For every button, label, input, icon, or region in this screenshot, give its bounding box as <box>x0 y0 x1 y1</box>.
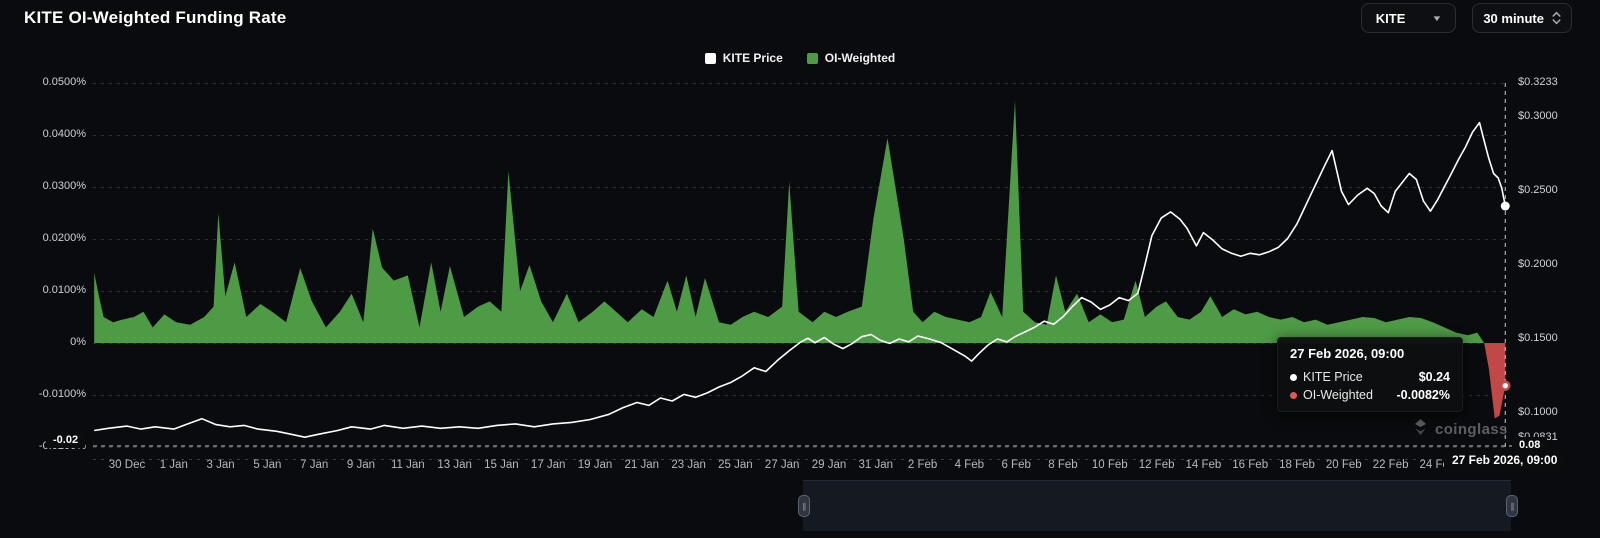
x-axis-label: 3 Jan <box>206 459 235 471</box>
x-axis-label: 21 Jan <box>624 459 660 471</box>
y-axis-left-label: 0.0100% <box>42 284 86 296</box>
chart-legend: KITE Price OI-Weighted <box>0 51 1600 65</box>
chevron-down-icon: ▼ <box>1431 13 1443 23</box>
tooltip-row-oi: OI-Weighted -0.0082% <box>1290 388 1450 402</box>
y-axis-left-label: 0.0400% <box>42 128 86 140</box>
y-axis-left-label: 0.0500% <box>42 76 86 88</box>
oi-weighted-dot-icon <box>1290 391 1297 399</box>
x-axis-label: 15 Jan <box>484 459 519 471</box>
y-axis-left-label: 0.0200% <box>42 232 86 244</box>
navigator-right-handle[interactable]: ∥ <box>1506 495 1519 517</box>
y-axis-right-label: $0.3000 <box>1518 110 1558 123</box>
oi-weighted-swatch <box>806 52 818 64</box>
x-axis-label: 29 Jan <box>811 459 847 471</box>
coinglass-logo-icon <box>1412 419 1429 440</box>
oi-weighted-legend-label: OI-Weighted <box>824 51 896 65</box>
range-navigator[interactable]: ∥ ∥ <box>0 480 1600 531</box>
x-axis-label: 16 Feb <box>1232 459 1269 471</box>
tooltip-price-value: $0.24 <box>1418 370 1450 384</box>
x-axis-label: 11 Jan <box>390 459 425 471</box>
y-axis-right-label: $0.1000 <box>1518 405 1558 418</box>
x-axis-label: 9 Jan <box>346 459 376 471</box>
x-axis-label: 18 Feb <box>1279 459 1315 471</box>
grip-icon: ∥ <box>802 501 807 511</box>
kite-price-legend-label: KITE Price <box>722 51 783 65</box>
kite-price-swatch <box>704 52 716 64</box>
x-axis-label: 7 Jan <box>300 459 329 471</box>
navigator-selection[interactable] <box>803 480 1512 531</box>
interval-stepper-icon <box>1552 11 1561 25</box>
x-axis-label: 22 Feb <box>1372 459 1409 471</box>
y-axis-left-label: 0.0300% <box>42 180 86 192</box>
x-axis-label: 1 Jan <box>159 459 188 471</box>
symbol-dropdown[interactable]: KITE ▼ <box>1360 3 1457 33</box>
watermark-text: coinglass <box>1435 421 1508 438</box>
x-axis-label: 31 Jan <box>858 459 894 471</box>
x-axis-label: 10 Feb <box>1091 459 1128 471</box>
x-axis-label: 27 Jan <box>764 459 800 471</box>
x-axis-label: 2 Feb <box>907 459 938 471</box>
navigator-left-handle[interactable]: ∥ <box>798 495 811 517</box>
tooltip-oi-value: -0.0082% <box>1396 388 1450 402</box>
x-axis-label: 23 Jan <box>671 459 706 471</box>
tooltip-row-price: KITE Price $0.24 <box>1290 370 1450 384</box>
y-axis-left-label: -0.0100% <box>38 388 86 400</box>
x-axis-label: 13 Jan <box>437 459 472 471</box>
x-axis-label: 8 Feb <box>1048 459 1078 471</box>
crosshair-right-value: 0.08 <box>1512 437 1548 453</box>
coinglass-watermark: coinglass <box>1412 419 1508 440</box>
grip-icon: ∥ <box>1510 501 1515 511</box>
tooltip-title: 27 Feb 2026, 09:00 <box>1290 346 1405 361</box>
y-axis-right-label: $0.1500 <box>1518 331 1558 344</box>
crosshair-left-value: -0.02 <box>46 432 86 448</box>
x-axis-label: 14 Feb <box>1185 459 1222 471</box>
x-axis-label: 5 Jan <box>253 459 282 471</box>
x-axis-label: 20 Feb <box>1325 459 1362 471</box>
crosshair-date-label: 27 Feb 2026, 09:00 <box>1444 450 1566 470</box>
x-axis-label: 17 Jan <box>530 459 566 471</box>
x-axis-label: 4 Feb <box>954 459 985 471</box>
tooltip-oi-label: OI-Weighted <box>1303 388 1373 402</box>
x-axis-label: 30 Dec <box>108 459 146 471</box>
y-axis-left-label: 0% <box>70 336 86 348</box>
x-axis-label: 19 Jan <box>577 459 613 471</box>
y-axis-right-label: $0.3233 <box>1518 76 1558 88</box>
tooltip-price-label: KITE Price <box>1303 370 1363 384</box>
x-axis-label: 6 Feb <box>1001 459 1031 471</box>
y-axis-right-label: $0.2500 <box>1518 184 1558 197</box>
x-axis-label: 12 Feb <box>1138 459 1175 471</box>
chart-tooltip: 27 Feb 2026, 09:00 KITE Price $0.24 OI-W… <box>1277 337 1463 412</box>
page-title: KITE OI-Weighted Funding Rate <box>24 8 287 27</box>
legend-item-kite-price[interactable]: KITE Price <box>704 51 783 65</box>
x-axis-label: 25 Jan <box>718 459 753 471</box>
legend-item-oi-weighted[interactable]: OI-Weighted <box>806 51 896 65</box>
funding-rate-chart[interactable] <box>0 0 1600 480</box>
y-axis-right-label: $0.2000 <box>1518 258 1558 271</box>
price-dot-icon <box>1290 373 1297 381</box>
